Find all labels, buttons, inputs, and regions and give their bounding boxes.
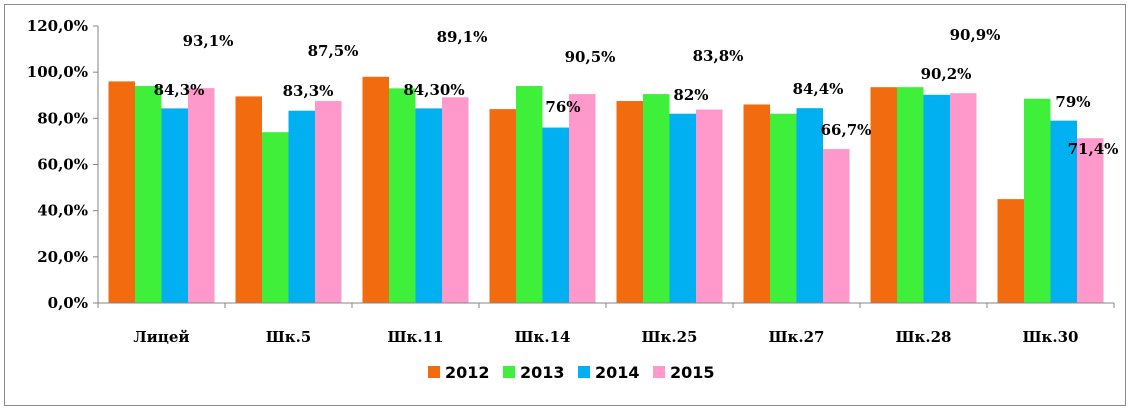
data-label-2015: 90,9% xyxy=(950,26,1001,44)
bar-2012 xyxy=(616,101,643,303)
bar-2013 xyxy=(770,113,797,303)
bar-2013 xyxy=(389,88,416,303)
legend-label-2015: 2015 xyxy=(670,363,715,382)
data-label-2014: 82% xyxy=(673,86,708,104)
y-tick-label: 60,0% xyxy=(37,156,88,174)
bar-2014 xyxy=(923,94,950,303)
y-tick-label: 40,0% xyxy=(37,202,88,220)
data-label-2015: 89,1% xyxy=(437,28,488,46)
data-label-2015: 93,1% xyxy=(183,32,234,50)
data-label-2015: 87,5% xyxy=(308,42,359,60)
data-label-2014: 76% xyxy=(545,98,580,116)
legend-swatch-2015 xyxy=(653,366,665,378)
bar-2013 xyxy=(262,132,289,303)
bar-2013 xyxy=(516,86,543,304)
bar-2012 xyxy=(997,199,1024,303)
data-labels: 84,3% 83,3% 84,30% 76% 82% 84,4% 90,2% 79% 93,1%… xyxy=(154,26,1119,158)
bar-2015 xyxy=(442,97,469,303)
legend-label-2014: 2014 xyxy=(595,363,640,382)
legend-swatch-2013 xyxy=(503,366,515,378)
x-category-label: Шк.14 xyxy=(515,328,571,346)
y-tick-label: 120,0% xyxy=(27,17,88,35)
y-tick-label: 20,0% xyxy=(37,248,88,266)
bar-2012 xyxy=(108,81,135,304)
bar-2012 xyxy=(235,96,262,303)
bar-2015 xyxy=(315,101,342,303)
legend-swatch-2014 xyxy=(578,366,590,378)
bars xyxy=(108,76,1104,304)
data-label-2015: 71,4% xyxy=(1068,140,1119,158)
bar-2014 xyxy=(288,110,315,303)
bar-2015 xyxy=(569,94,596,304)
data-label-2014: 84,4% xyxy=(793,80,844,98)
data-label-2014: 79% xyxy=(1055,93,1090,111)
bar-2015 xyxy=(823,149,850,303)
x-category-label: Шк.27 xyxy=(769,328,825,346)
data-label-2014: 84,30% xyxy=(403,81,464,99)
x-category-label: Шк.28 xyxy=(896,328,952,346)
bar-2012 xyxy=(743,104,770,303)
x-category-label: Шк.25 xyxy=(642,328,698,346)
x-category-label: Лицей xyxy=(133,328,189,346)
data-label-2014: 83,3% xyxy=(283,82,334,100)
bar-2013 xyxy=(1024,98,1051,304)
x-category-label: Шк.30 xyxy=(1023,328,1079,346)
y-tick-label: 0,0% xyxy=(48,294,88,312)
x-category-label: Шк.11 xyxy=(388,328,444,346)
y-axis: 0,0% 20,0% 40,0% 60,0% 80,0% 100,0% 120,0% xyxy=(27,17,99,312)
bar-2012 xyxy=(362,76,389,304)
bar-2014 xyxy=(415,108,442,303)
bar-2014 xyxy=(796,108,823,303)
y-tick-label: 80,0% xyxy=(37,109,88,127)
x-category-label: Шк.5 xyxy=(266,328,312,346)
bar-2015 xyxy=(188,88,215,303)
bar-2013 xyxy=(135,86,162,304)
bar-2013 xyxy=(643,94,670,304)
data-label-2014: 90,2% xyxy=(921,65,972,83)
bar-2014 xyxy=(669,113,696,303)
bar-2013 xyxy=(897,87,924,303)
legend: 2012 2013 2014 2015 xyxy=(428,363,715,382)
legend-swatch-2012 xyxy=(428,366,440,378)
bar-2012 xyxy=(489,109,516,303)
bar-2012 xyxy=(870,87,897,303)
x-axis: Лицей Шк.5 Шк.11 Шк.14 Шк.25 Шк.27 Шк.28 Шк.30 xyxy=(97,302,1115,346)
y-tick-label: 100,0% xyxy=(27,63,88,81)
data-label-2015: 83,8% xyxy=(693,47,744,65)
data-label-2014: 84,3% xyxy=(154,81,205,99)
legend-label-2013: 2013 xyxy=(520,363,565,382)
data-label-2015: 66,7% xyxy=(821,121,872,139)
bar-2015 xyxy=(696,109,723,303)
bar-2014 xyxy=(542,127,569,303)
bar-2014 xyxy=(1050,120,1077,304)
data-label-2015: 90,5% xyxy=(565,48,616,66)
bar-2015 xyxy=(1077,138,1104,303)
bar-2015 xyxy=(950,93,977,303)
legend-label-2012: 2012 xyxy=(445,363,490,382)
bar-2014 xyxy=(161,108,188,303)
